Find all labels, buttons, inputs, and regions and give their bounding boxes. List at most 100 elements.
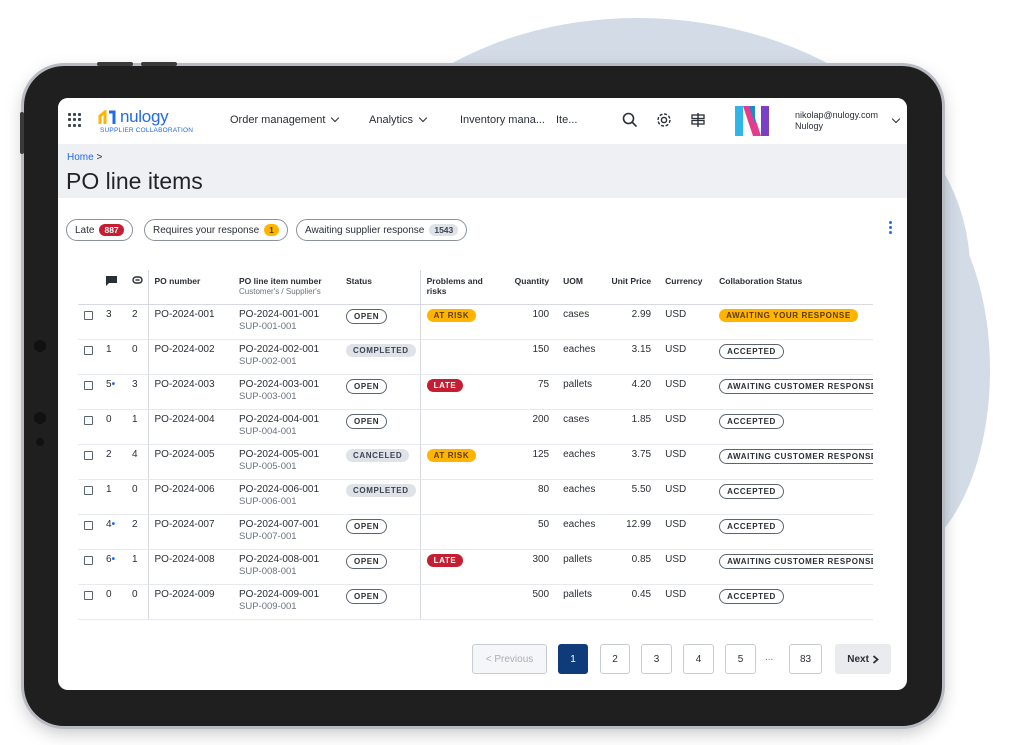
line-item-cell[interactable]: PO-2024-006-001 SUP-006-001 <box>233 479 340 515</box>
line-item-header[interactable]: PO line item number Customer's / Supplier… <box>233 270 340 305</box>
attachments-count-cell[interactable]: 0 <box>126 479 148 515</box>
po-number-cell[interactable]: PO-2024-005 <box>147 444 233 480</box>
status-badge: CANCELED <box>346 449 410 462</box>
po-number-cell[interactable]: PO-2024-002 <box>147 339 233 375</box>
row-checkbox[interactable] <box>84 381 93 390</box>
attachments-count-cell[interactable]: 0 <box>126 339 148 375</box>
page-5-button[interactable]: 5 <box>725 644 756 674</box>
customer-line-item: PO-2024-002-001 <box>239 344 320 355</box>
attachments-count-cell[interactable]: 1 <box>126 409 148 445</box>
previous-page-button[interactable]: < Previous <box>472 644 547 674</box>
more-options-icon[interactable] <box>889 221 892 236</box>
uom-header[interactable]: UOM <box>557 270 604 305</box>
unit-price-header[interactable]: Unit Price <box>603 270 660 305</box>
filter-late[interactable]: Late 887 <box>66 219 133 241</box>
comments-column-header[interactable] <box>100 270 126 305</box>
row-select-cell[interactable] <box>78 514 100 550</box>
line-item-cell[interactable]: PO-2024-005-001 SUP-005-001 <box>233 444 340 480</box>
row-select-cell[interactable] <box>78 339 100 375</box>
line-item-cell[interactable]: PO-2024-004-001 SUP-004-001 <box>233 409 340 445</box>
row-checkbox[interactable] <box>84 416 93 425</box>
nav-inventory-management[interactable]: Inventory mana... <box>460 114 545 126</box>
next-page-button[interactable]: Next <box>835 644 891 674</box>
table-row[interactable]: 2 4 PO-2024-005 PO-2024-005-001 SUP-005-001 C… <box>78 444 874 480</box>
line-item-cell[interactable]: PO-2024-001-001 SUP-001-001 <box>233 304 340 340</box>
currency-header[interactable]: Currency <box>659 270 714 305</box>
attachments-count-cell[interactable]: 2 <box>126 514 148 550</box>
signpost-icon[interactable] <box>689 111 707 129</box>
table-row[interactable]: 3 2 PO-2024-001 PO-2024-001-001 SUP-001-001 O… <box>78 304 874 340</box>
po-number-cell[interactable]: PO-2024-008 <box>147 549 233 585</box>
row-select-cell[interactable] <box>78 584 100 620</box>
po-number-header[interactable]: PO number <box>147 270 233 305</box>
attachments-count-cell[interactable]: 1 <box>126 549 148 585</box>
row-checkbox[interactable] <box>84 556 93 565</box>
po-number-cell[interactable]: PO-2024-004 <box>147 409 233 445</box>
po-number-cell[interactable]: PO-2024-006 <box>147 479 233 515</box>
row-select-cell[interactable] <box>78 304 100 340</box>
comments-count-cell[interactable]: 5• <box>100 374 126 410</box>
attachments-count-cell[interactable]: 2 <box>126 304 148 340</box>
table-row[interactable]: 1 0 PO-2024-002 PO-2024-002-001 SUP-002-001 C… <box>78 339 874 375</box>
user-email[interactable]: nikolap@nulogy.com <box>795 110 879 120</box>
row-select-cell[interactable] <box>78 374 100 410</box>
app-switcher-icon[interactable] <box>68 113 82 127</box>
table-row[interactable]: 0 1 PO-2024-004 PO-2024-004-001 SUP-004-001 O… <box>78 409 874 445</box>
page-83-button[interactable]: 83 <box>789 644 822 674</box>
line-item-cell[interactable]: PO-2024-008-001 SUP-008-001 <box>233 549 340 585</box>
po-number-cell[interactable]: PO-2024-007 <box>147 514 233 550</box>
table-row[interactable]: 4• 2 PO-2024-007 PO-2024-007-001 SUP-007-001… <box>78 514 874 550</box>
page-2-button[interactable]: 2 <box>600 644 630 674</box>
quantity-header[interactable]: Quantity <box>507 270 558 305</box>
row-checkbox[interactable] <box>84 521 93 530</box>
table-row[interactable]: 5• 3 PO-2024-003 PO-2024-003-001 SUP-003-001… <box>78 374 874 410</box>
nav-items[interactable]: Ite... <box>556 114 578 126</box>
row-checkbox[interactable] <box>84 486 93 495</box>
comments-count-cell[interactable]: 1 <box>100 339 126 375</box>
comments-count-cell[interactable]: 3 <box>100 304 126 340</box>
row-select-cell[interactable] <box>78 549 100 585</box>
line-item-cell[interactable]: PO-2024-002-001 SUP-002-001 <box>233 339 340 375</box>
po-number-cell[interactable]: PO-2024-009 <box>147 584 233 620</box>
search-icon[interactable] <box>621 111 639 129</box>
comments-count-cell[interactable]: 0 <box>100 584 126 620</box>
problems-header[interactable]: Problems and risks <box>419 270 508 305</box>
row-select-cell[interactable] <box>78 409 100 445</box>
row-checkbox[interactable] <box>84 451 93 460</box>
table-row[interactable]: 0 0 PO-2024-009 PO-2024-009-001 SUP-009-001 O… <box>78 584 874 620</box>
attachments-count-cell[interactable]: 3 <box>126 374 148 410</box>
filter-requires-your-response[interactable]: Requires your response 1 <box>144 219 288 241</box>
breadcrumb-home[interactable]: Home <box>67 152 94 163</box>
nav-analytics[interactable]: Analytics <box>369 113 428 126</box>
nav-order-management[interactable]: Order management <box>230 113 340 126</box>
row-checkbox[interactable] <box>84 346 93 355</box>
comments-count-cell[interactable]: 1 <box>100 479 126 515</box>
user-menu-chevron-icon[interactable] <box>891 114 901 124</box>
attachments-count-cell[interactable]: 0 <box>126 584 148 620</box>
line-item-cell[interactable]: PO-2024-007-001 SUP-007-001 <box>233 514 340 550</box>
status-header[interactable]: Status <box>340 270 421 305</box>
avatar[interactable] <box>735 104 769 138</box>
row-select-cell[interactable] <box>78 444 100 480</box>
row-select-cell[interactable] <box>78 479 100 515</box>
table-row[interactable]: 1 0 PO-2024-006 PO-2024-006-001 SUP-006-001 C… <box>78 479 874 515</box>
line-item-cell[interactable]: PO-2024-009-001 SUP-009-001 <box>233 584 340 620</box>
collaboration-status-header[interactable]: Collaboration Status <box>713 270 874 305</box>
page-1-button[interactable]: 1 <box>558 644 588 674</box>
filter-awaiting-supplier-response[interactable]: Awaiting supplier response 1543 <box>296 219 468 241</box>
comments-count-cell[interactable]: 6• <box>100 549 126 585</box>
table-row[interactable]: 6• 1 PO-2024-008 PO-2024-008-001 SUP-008-001… <box>78 549 874 585</box>
row-checkbox[interactable] <box>84 311 93 320</box>
comments-count-cell[interactable]: 2 <box>100 444 126 480</box>
page-4-button[interactable]: 4 <box>683 644 714 674</box>
comments-count-cell[interactable]: 4• <box>100 514 126 550</box>
attachments-column-header[interactable] <box>126 270 148 305</box>
page-3-button[interactable]: 3 <box>641 644 672 674</box>
row-checkbox[interactable] <box>84 591 93 600</box>
comments-count-cell[interactable]: 0 <box>100 409 126 445</box>
po-number-cell[interactable]: PO-2024-001 <box>147 304 233 340</box>
attachments-count-cell[interactable]: 4 <box>126 444 148 480</box>
gear-icon[interactable] <box>655 111 673 129</box>
line-item-cell[interactable]: PO-2024-003-001 SUP-003-001 <box>233 374 340 410</box>
po-number-cell[interactable]: PO-2024-003 <box>147 374 233 410</box>
